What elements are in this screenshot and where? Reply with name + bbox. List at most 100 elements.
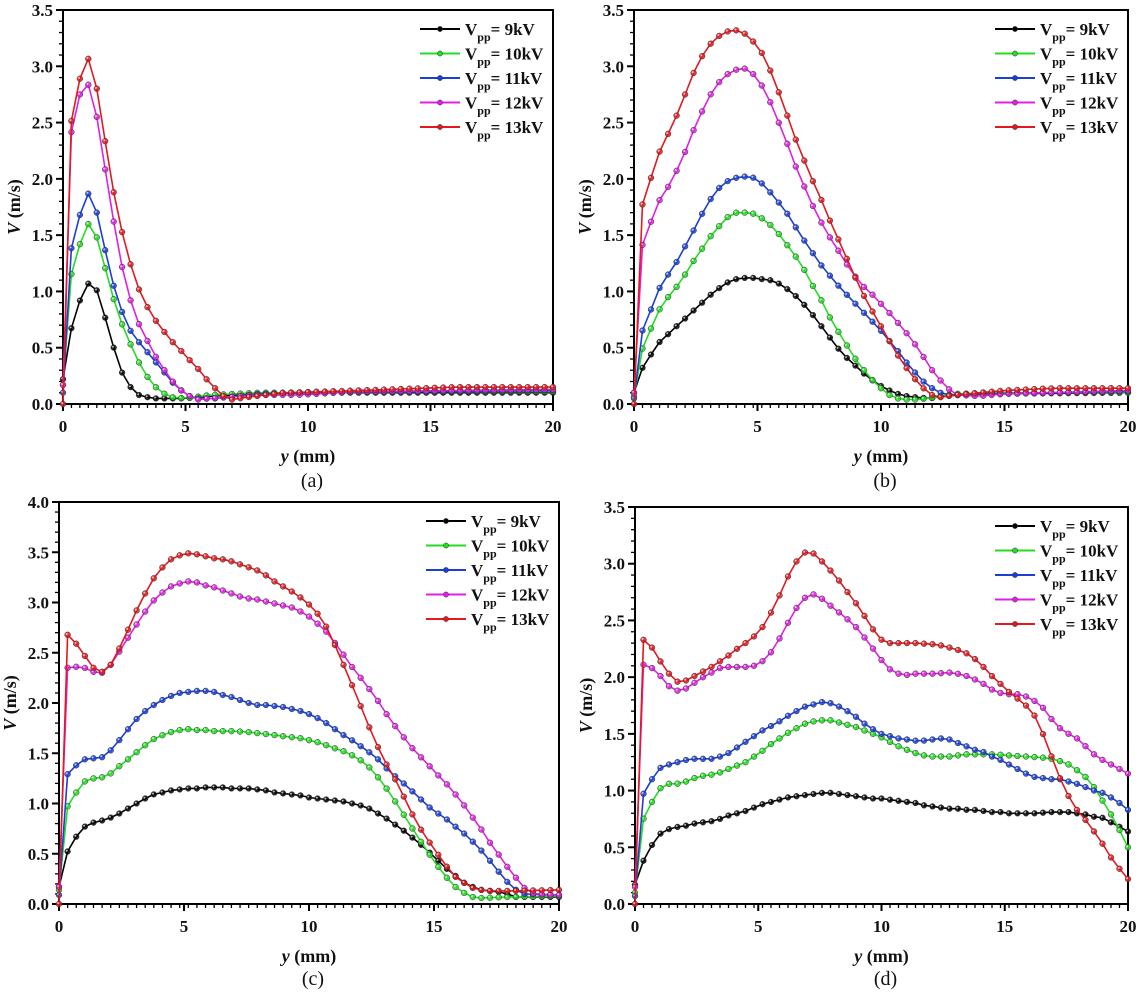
data-point-highlight (179, 388, 182, 391)
data-point (495, 868, 502, 875)
data-point-highlight (255, 787, 258, 790)
data-point-highlight (939, 671, 942, 674)
data-point (93, 287, 100, 294)
data-point (237, 395, 244, 402)
data-point-highlight (717, 34, 720, 37)
data-point (254, 596, 261, 603)
data-point-highlight (393, 822, 396, 825)
legend-label-value: = 10kV (1066, 45, 1119, 64)
data-point-highlight (837, 578, 840, 581)
legend-label: Vpp= 13kV (465, 118, 544, 142)
x-axis-unit: (mm) (290, 946, 336, 967)
data-point (784, 712, 792, 719)
data-point (664, 130, 672, 138)
data-point-highlight (1075, 768, 1078, 771)
data-point (937, 735, 945, 742)
data-point-highlight (264, 573, 267, 576)
x-axis-unit: (mm) (862, 446, 908, 467)
data-point-highlight (921, 397, 924, 399)
data-point-highlight (134, 801, 137, 804)
data-point (708, 663, 715, 671)
data-point (185, 550, 192, 557)
data-point-highlight (290, 792, 292, 795)
data-point-highlight (1058, 759, 1061, 762)
data-point-highlight (913, 738, 916, 741)
data-point-highlight (691, 71, 694, 74)
data-point-highlight (393, 724, 396, 727)
data-point-highlight (725, 280, 728, 283)
legend-label-subscript: pp (483, 522, 497, 536)
data-point (133, 607, 140, 614)
data-point-highlight (811, 792, 814, 795)
data-point (1073, 806, 1081, 814)
data-point (767, 649, 775, 656)
legend-item: Vpp= 12kV (426, 586, 550, 610)
x-tick-label: 10 (873, 917, 890, 936)
data-point-highlight (905, 737, 908, 740)
data-point (698, 245, 706, 252)
data-point (305, 794, 313, 801)
legend-item: Vpp= 9kV (420, 20, 536, 44)
data-point-highlight (769, 742, 772, 745)
data-point (193, 579, 201, 586)
data-point-highlight (376, 811, 379, 814)
data-point (279, 790, 287, 797)
data-point-highlight (177, 787, 180, 790)
data-point-highlight (683, 272, 686, 275)
series-line (633, 67, 1129, 397)
data-point-highlight (238, 729, 241, 732)
data-point-highlight (990, 754, 993, 757)
data-point-highlight (1117, 828, 1120, 831)
data-point-highlight (213, 386, 216, 389)
data-point (383, 785, 390, 792)
data-point (818, 558, 826, 565)
data-point-highlight (1083, 785, 1086, 788)
data-point-highlight (650, 843, 653, 846)
data-point-highlight (358, 676, 361, 678)
data-point-highlight (298, 793, 301, 796)
data-point (750, 174, 757, 181)
data-point-highlight (742, 31, 745, 34)
data-point-highlight (1126, 877, 1129, 880)
data-point (733, 275, 740, 283)
data-point-highlight (315, 716, 318, 719)
data-point (93, 234, 100, 241)
data-point-highlight (905, 673, 908, 676)
data-point-highlight (436, 853, 439, 855)
data-point-highlight (445, 817, 448, 820)
x-axis-unit: (mm) (289, 446, 335, 467)
data-point-highlight (365, 388, 368, 391)
data-point-highlight (111, 190, 114, 193)
data-point-highlight (1041, 776, 1044, 779)
data-point (733, 27, 740, 34)
data-point-highlight (306, 390, 309, 393)
legend-label-value: = 12kV (1066, 591, 1119, 610)
data-point-highlight (964, 752, 967, 755)
data-point (73, 833, 80, 840)
data-point-highlight (794, 559, 797, 562)
data-point (150, 791, 157, 798)
data-point-highlight (862, 285, 865, 288)
data-point (895, 639, 902, 647)
data-point-highlight (246, 565, 249, 568)
data-point (656, 284, 663, 292)
data-point-highlight (126, 627, 129, 630)
data-point (64, 848, 71, 855)
data-point (911, 341, 919, 348)
data-point (835, 328, 842, 335)
data-point-highlight (281, 734, 284, 737)
data-point-highlight (1066, 810, 1069, 813)
data-point (98, 668, 106, 675)
data-point-highlight (640, 366, 643, 368)
data-point (133, 800, 140, 807)
data-point (861, 612, 868, 620)
data-point (664, 331, 672, 338)
data-point-highlight (879, 732, 882, 735)
data-point (279, 602, 287, 609)
data-point-highlight (74, 641, 77, 644)
data-point (59, 400, 67, 408)
data-point-highlight (496, 869, 499, 872)
data-point (903, 736, 911, 743)
data-point-highlight (760, 51, 762, 54)
